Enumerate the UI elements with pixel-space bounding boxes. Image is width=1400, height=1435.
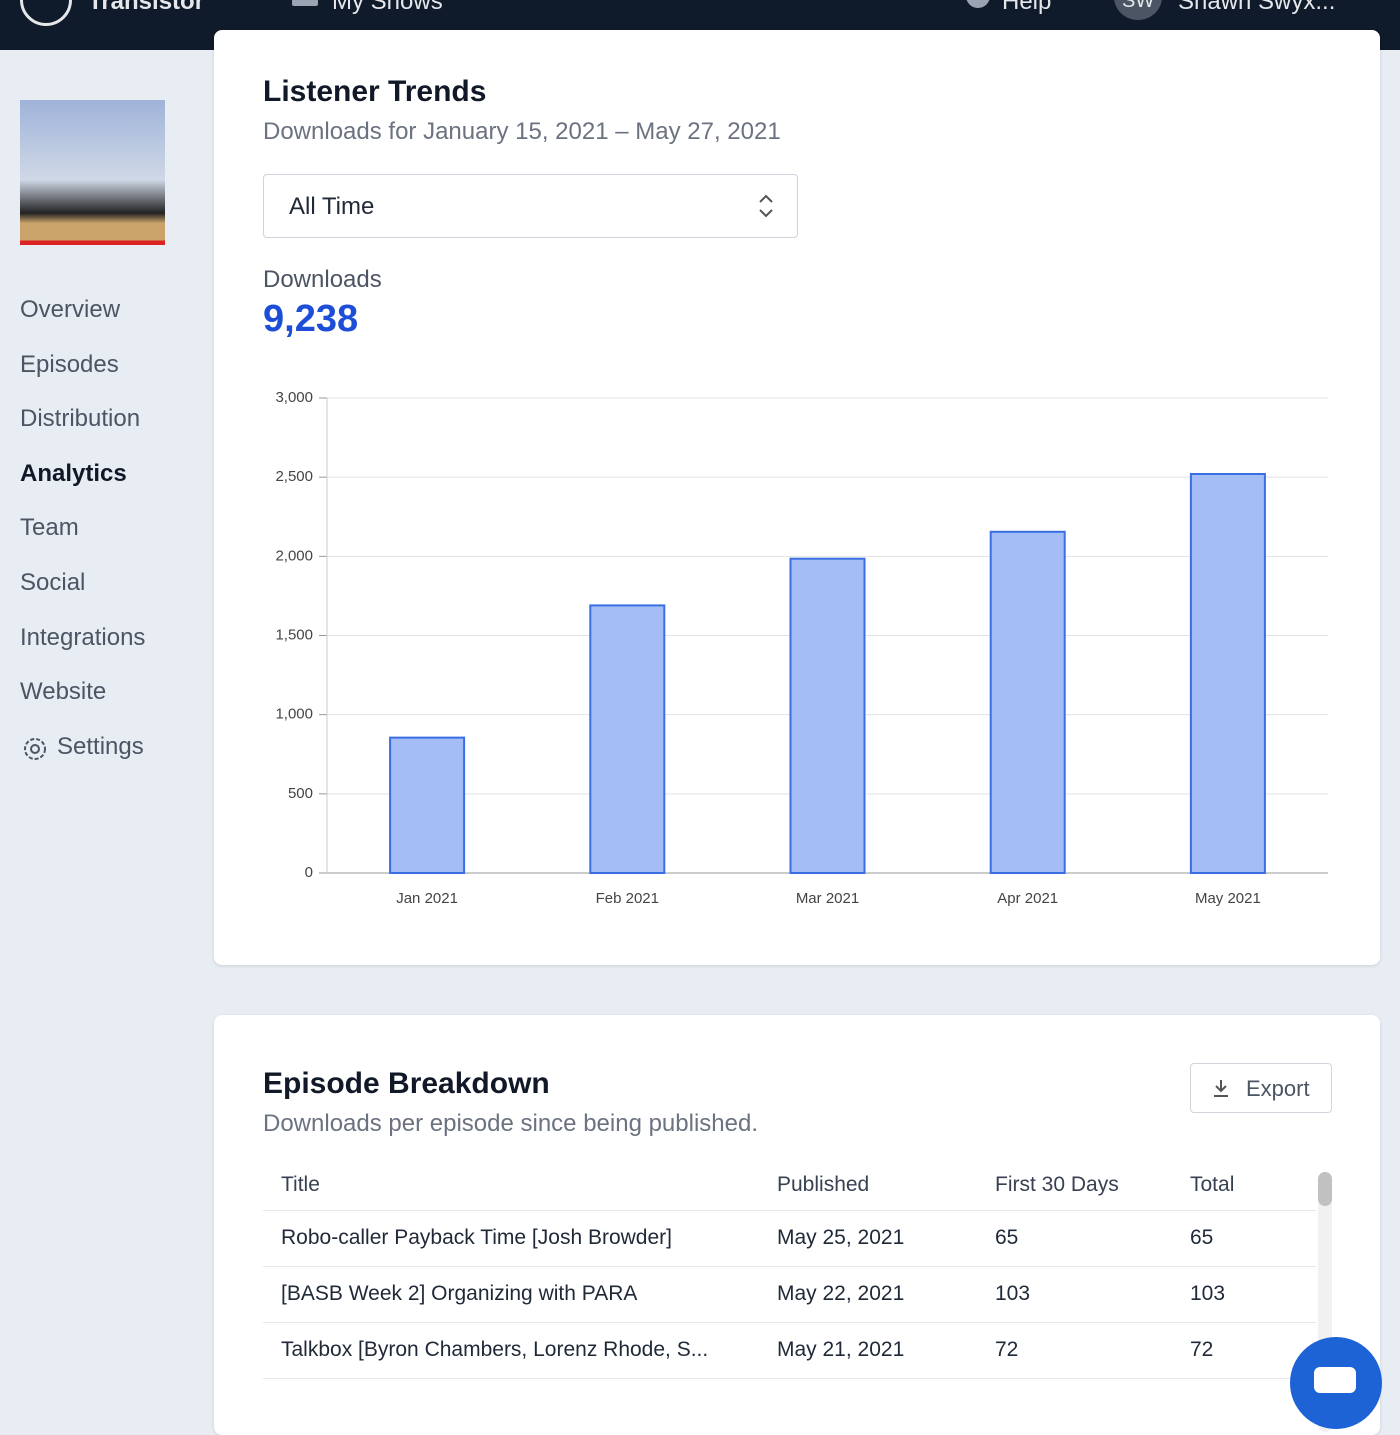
bar [1189, 473, 1266, 874]
y-tick-label: 1,000 [275, 706, 313, 723]
y-tick-label: 0 [305, 864, 313, 881]
y-tick-label: 1,500 [275, 626, 313, 643]
column-header: Title [281, 1173, 320, 1196]
y-tick-label: 3,000 [275, 389, 313, 406]
table-cell: May 21, 2021 [777, 1338, 905, 1361]
column-header: Total [1190, 1173, 1235, 1196]
table-cell: Robo-caller Payback Time [Josh Browder] [281, 1226, 672, 1249]
nav-item[interactable]: Social [20, 569, 86, 596]
card-subtitle: Downloads for January 15, 2021 – May 27,… [263, 118, 781, 145]
export-button[interactable]: Export [1190, 1063, 1332, 1113]
range-select[interactable]: All Time [263, 174, 798, 238]
chart: 0 500 1,000 1,500 2,000 2,500 3,000 Jan 2021 Feb… [275, 389, 1328, 907]
card-subtitle: Downloads per episode since being publis… [263, 1110, 758, 1137]
download-icon [1214, 1080, 1228, 1097]
nav-item[interactable]: Overview [20, 296, 121, 323]
row-divider [263, 1378, 1316, 1379]
nav-item[interactable]: Website [20, 678, 107, 706]
select-arrows [759, 194, 773, 218]
nav-item[interactable]: Analytics [20, 459, 127, 487]
table-cell: [BASB Week 2] Organizing with PARA [281, 1282, 638, 1305]
nav-item[interactable]: Settings [57, 732, 144, 760]
help-icon [966, 0, 990, 8]
breakdown-card: Episode Breakdown Downloads per episode … [214, 1015, 1380, 1435]
x-tick-label: Apr 2021 [997, 890, 1058, 907]
scrollbar-thumb[interactable] [1318, 1172, 1332, 1206]
bar [989, 530, 1066, 875]
table-cell: 103 [995, 1282, 1031, 1305]
avatar[interactable] [1114, 0, 1162, 20]
card-title: Listener Trends [263, 75, 487, 108]
column-header: First 30 Days [995, 1173, 1119, 1196]
logo[interactable] [20, 0, 72, 26]
table-cell: Talkbox [Byron Chambers, Lorenz Rhode, S… [281, 1338, 709, 1361]
table-cell: May 22, 2021 [777, 1282, 905, 1305]
x-tick-label: Jan 2021 [396, 890, 458, 907]
x-tick-label: May 2021 [1195, 890, 1261, 907]
table-cell: 72 [995, 1338, 1019, 1361]
y-tick-label: 500 [288, 785, 313, 802]
downloads-label: Downloads [263, 266, 382, 293]
nav-item[interactable]: Team [20, 514, 79, 542]
row-divider [263, 1322, 1316, 1323]
bar [389, 736, 466, 874]
my-shows-link[interactable]: My Shows [332, 0, 443, 15]
header-divider [263, 1210, 1316, 1211]
nav-item[interactable]: Integrations [20, 623, 146, 651]
gear-outer [24, 738, 46, 760]
table-cell: 103 [1190, 1282, 1226, 1305]
y-tick-label: 2,000 [275, 547, 313, 564]
downloads-total: 9,238 [263, 298, 359, 340]
shows-icon [292, 0, 318, 6]
table-cell: 65 [995, 1226, 1019, 1249]
table-cell: 72 [1190, 1338, 1214, 1361]
gear-inner [30, 744, 40, 754]
row-divider [263, 1266, 1316, 1267]
export-label: Export [1246, 1076, 1310, 1101]
show-artwork[interactable] [20, 100, 165, 245]
bar [589, 604, 666, 875]
avatar-initials: SW [1122, 0, 1155, 12]
card-title: Episode Breakdown [263, 1067, 550, 1100]
bar [789, 557, 866, 874]
brand[interactable]: Transistor [88, 0, 205, 15]
chat-launcher[interactable] [1290, 1337, 1382, 1429]
nav-item[interactable]: Episodes [20, 350, 119, 378]
table-cell: 65 [1190, 1226, 1214, 1249]
chat-icon [1314, 1367, 1356, 1393]
nav-item[interactable]: Distribution [20, 405, 141, 433]
y-tick-label: 2,500 [275, 468, 313, 485]
x-tick-label: Mar 2021 [796, 890, 859, 907]
gear-icon [24, 738, 46, 760]
range-select-value: All Time [289, 193, 375, 220]
table-cell: May 25, 2021 [777, 1226, 905, 1249]
help-link[interactable]: Help [1002, 0, 1052, 15]
x-tick-label: Feb 2021 [596, 890, 659, 907]
trends-card: Listener Trends Downloads for January 15… [214, 30, 1380, 965]
user-menu[interactable]: Shawn Swyx... [1178, 0, 1336, 15]
column-header: Published [777, 1173, 870, 1196]
